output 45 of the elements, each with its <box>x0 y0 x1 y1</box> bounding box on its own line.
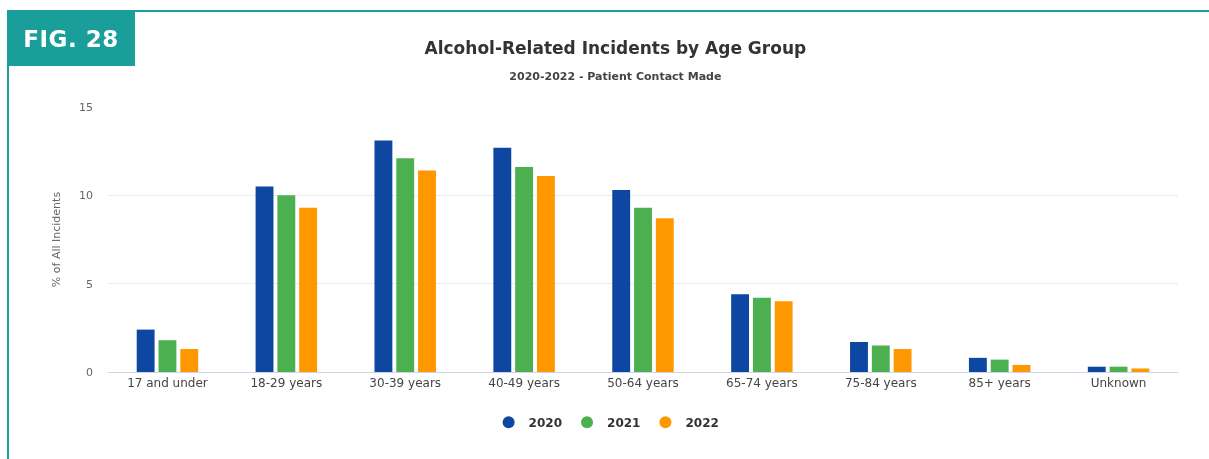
x-tick-label: 75-84 years <box>844 376 917 391</box>
x-tick-label: 18-29 years <box>250 376 323 391</box>
legend-label: 2020 <box>528 416 563 431</box>
chart-subtitle: 2020-2022 - Patient Contact Made <box>509 69 722 83</box>
x-tick-label: 50-64 years <box>607 376 679 391</box>
bar <box>731 294 750 372</box>
y-tick-label: 15 <box>79 100 93 114</box>
bar <box>277 195 296 372</box>
bar <box>396 158 415 372</box>
legend-label: 2021 <box>607 416 641 431</box>
bar <box>515 167 534 372</box>
x-tick-label: 30-39 years <box>369 376 442 391</box>
x-tick-label: 65-74 years <box>726 376 798 391</box>
bar <box>158 340 177 372</box>
x-tick-label: Unknown <box>1090 376 1147 391</box>
y-axis-title: % of All Incidents <box>49 191 63 288</box>
bar <box>1012 364 1031 372</box>
bar <box>1087 366 1106 372</box>
bar <box>536 175 555 372</box>
bar <box>634 207 652 372</box>
bar <box>850 341 868 372</box>
y-tick-label: 0 <box>86 365 93 379</box>
bar <box>752 297 771 372</box>
chart-title: Alcohol-Related Incidents by Age Group <box>424 38 807 59</box>
y-tick-label: 5 <box>86 277 93 291</box>
bar <box>893 349 912 372</box>
bar <box>774 301 793 372</box>
x-tick-label: 85+ years <box>968 376 1031 391</box>
bar <box>374 140 393 372</box>
x-tick-label: 17 and under <box>127 376 208 391</box>
bar <box>493 147 512 372</box>
bar <box>968 357 987 372</box>
bar <box>655 218 674 372</box>
bar <box>299 207 318 372</box>
bar <box>418 170 436 372</box>
legend-label: 2022 <box>685 416 719 431</box>
bar <box>180 349 199 372</box>
bar <box>612 190 631 372</box>
bar <box>990 359 1009 372</box>
bar <box>1131 368 1150 372</box>
x-tick-label: 40-49 years <box>488 376 560 391</box>
bar <box>871 345 890 372</box>
y-tick-label: 10 <box>79 189 93 203</box>
bar <box>136 329 155 372</box>
bar <box>255 186 274 372</box>
